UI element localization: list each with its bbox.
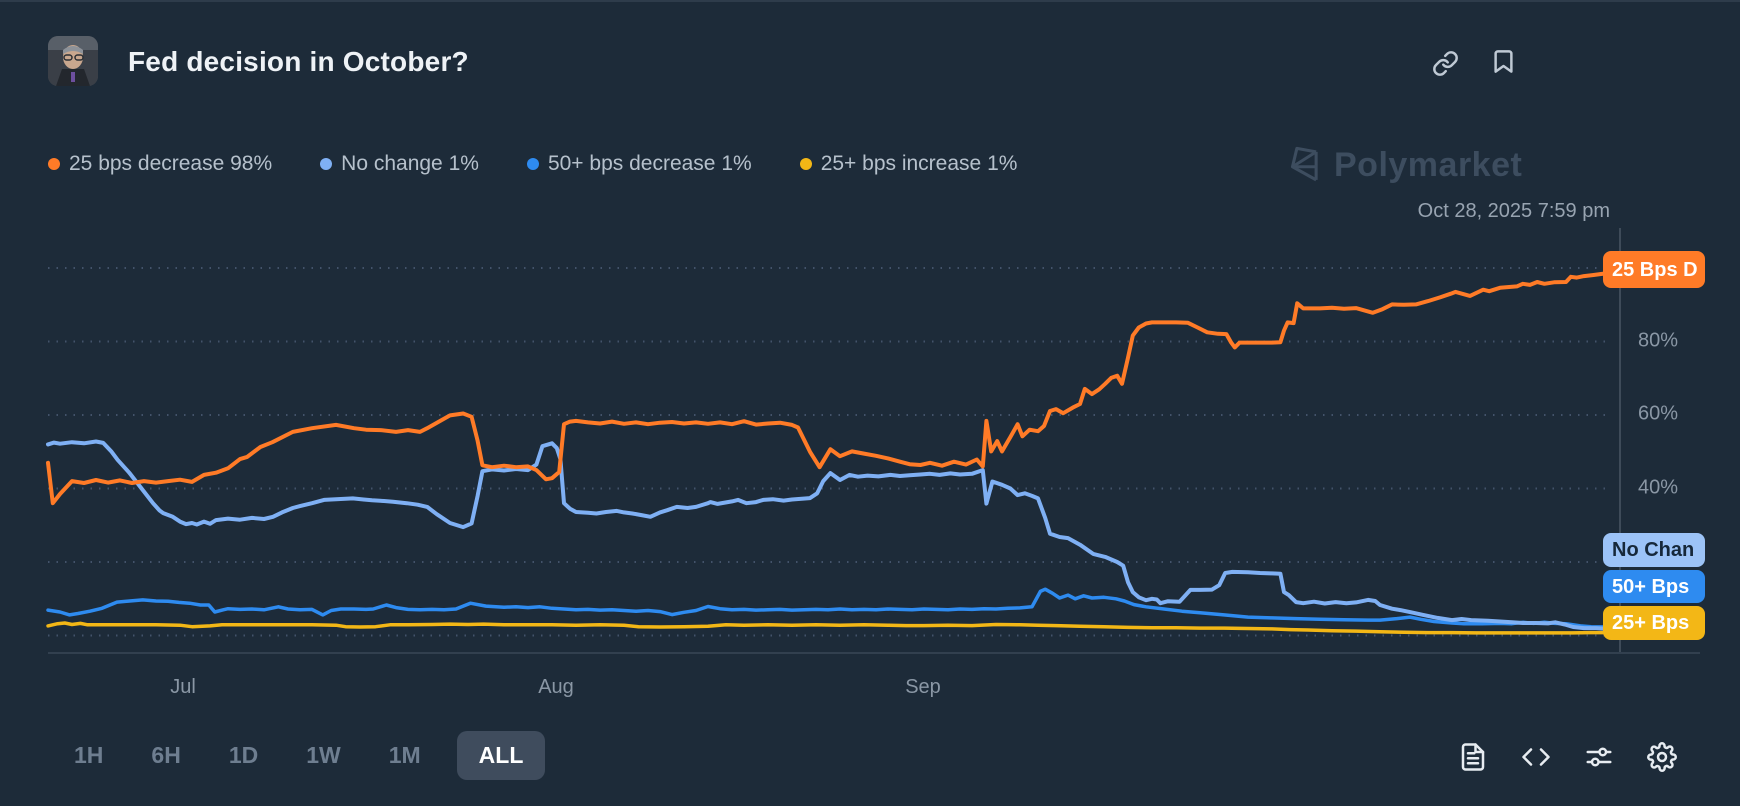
- legend-item-25bps-increase: 25+ bps increase 1%: [799, 152, 1018, 176]
- market-avatar: [48, 36, 98, 86]
- series-line-25-bps-decrease: [46, 271, 1610, 506]
- price-badge-25bps-increase: 25+ Bps: [1603, 606, 1705, 640]
- legend-dot-blue: [526, 158, 539, 170]
- hover-timestamp: Oct 28, 2025 7:59 pm: [1417, 200, 1610, 222]
- series-line-25-plus-bps-increase: [46, 621, 1610, 635]
- chart-toolbar: [1458, 742, 1677, 772]
- news-article-icon[interactable]: [1458, 742, 1488, 772]
- series-line-no-change: [46, 439, 1610, 631]
- price-badge-25bps-decrease: 25 Bps D: [1603, 251, 1705, 288]
- legend-dot-lightblue: [320, 158, 333, 170]
- y-tick-80: 80%: [1638, 329, 1679, 352]
- avatar-image: [48, 36, 98, 86]
- grid-lines: [48, 267, 1612, 637]
- legend-item-25bps-decrease: 25 bps decrease 98%: [48, 152, 272, 176]
- time-range-selector: 1H 6H 1D 1W 1M ALL: [62, 731, 546, 780]
- card-top-border: [0, 0, 1740, 2]
- range-button-all[interactable]: ALL: [456, 731, 546, 780]
- chart-legend: 25 bps decrease 98% No change 1% 50+ bps…: [48, 152, 1017, 176]
- x-tick-jul: Jul: [170, 676, 196, 698]
- range-button-1h[interactable]: 1H: [74, 742, 104, 768]
- link-icon[interactable]: [1432, 50, 1459, 77]
- series-line-50-plus-bps-decrease: [46, 587, 1610, 629]
- y-tick-60: 60%: [1638, 402, 1679, 425]
- bookmark-icon[interactable]: [1490, 48, 1517, 75]
- range-button-1d[interactable]: 1D: [228, 742, 259, 768]
- settings-gear-icon[interactable]: [1647, 742, 1677, 772]
- legend-dot-yellow: [799, 158, 812, 170]
- polymarket-logo-icon: [1290, 146, 1318, 182]
- range-button-1w[interactable]: 1W: [306, 742, 341, 768]
- legend-label: No change 1%: [341, 152, 479, 175]
- x-tick-sep: Sep: [905, 676, 941, 698]
- market-title: Fed decision in October?: [128, 46, 469, 77]
- price-badge-no-change: No Chan: [1603, 533, 1705, 567]
- legend-item-no-change: No change 1%: [320, 152, 479, 176]
- legend-label: 25 bps decrease 98%: [69, 152, 273, 175]
- series-lines: [46, 271, 1610, 635]
- range-button-6h[interactable]: 6H: [151, 742, 181, 768]
- legend-label: 25+ bps increase 1%: [820, 152, 1018, 175]
- legend-label: 50+ bps decrease 1%: [547, 152, 752, 175]
- y-tick-40: 40%: [1638, 476, 1679, 499]
- polymarket-watermark: Polymarket: [1282, 144, 1522, 186]
- sliders-icon[interactable]: [1584, 742, 1614, 772]
- price-badge-50bps-decrease: 50+ Bps: [1603, 570, 1705, 603]
- range-button-1m[interactable]: 1M: [388, 742, 421, 768]
- watermark-text: Polymarket: [1334, 145, 1523, 184]
- embed-code-icon[interactable]: [1521, 742, 1551, 772]
- legend-item-50bps-decrease: 50+ bps decrease 1%: [526, 152, 752, 176]
- legend-dot-orange: [48, 158, 60, 170]
- x-tick-aug: Aug: [538, 676, 574, 698]
